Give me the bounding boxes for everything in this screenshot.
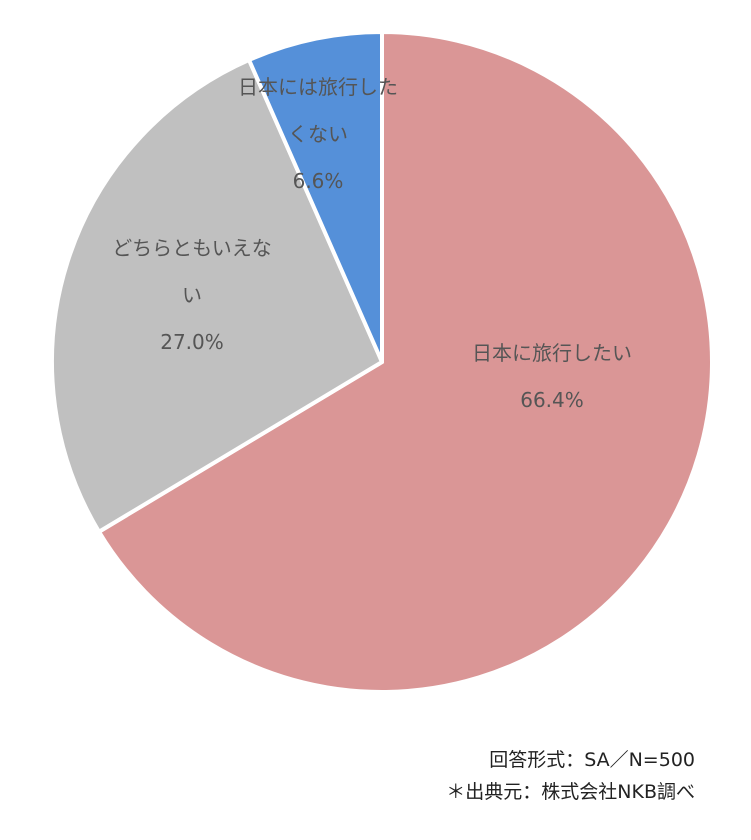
pie-labels: 日本に旅行したい 66.4% どちらともいえない 27.0% 日本には旅行したくない 6.… (112, 75, 632, 412)
slice-category-label: くない (288, 122, 348, 146)
slice-percent-label: 6.6% (293, 169, 344, 193)
slice-category-label: 日本には旅行した (238, 75, 398, 99)
slice-category-label: どちらともいえな (112, 236, 272, 260)
slice-percent-label: 27.0% (160, 330, 224, 354)
response-format-note: 回答形式：SA／N=500 (489, 749, 695, 771)
pie-slice-label-3: 日本には旅行したくない 6.6% (238, 75, 398, 193)
pie-slice-3 (247, 30, 384, 364)
pie-slice-label-1: 日本に旅行したい 66.4% (472, 341, 632, 412)
slice-category-label: 日本に旅行したい (472, 341, 632, 365)
pie-slice-1 (97, 30, 714, 694)
pie-slice-label-2: どちらともいえない 27.0% (112, 236, 272, 354)
pie-slices (50, 30, 714, 694)
source-note: ＊出典元：株式会社NKB調べ (446, 781, 695, 803)
slice-category-label: い (182, 283, 202, 307)
slice-percent-label: 66.4% (520, 388, 584, 412)
chart-notes: 回答形式：SA／N=500 ＊出典元：株式会社NKB調べ (446, 744, 695, 808)
